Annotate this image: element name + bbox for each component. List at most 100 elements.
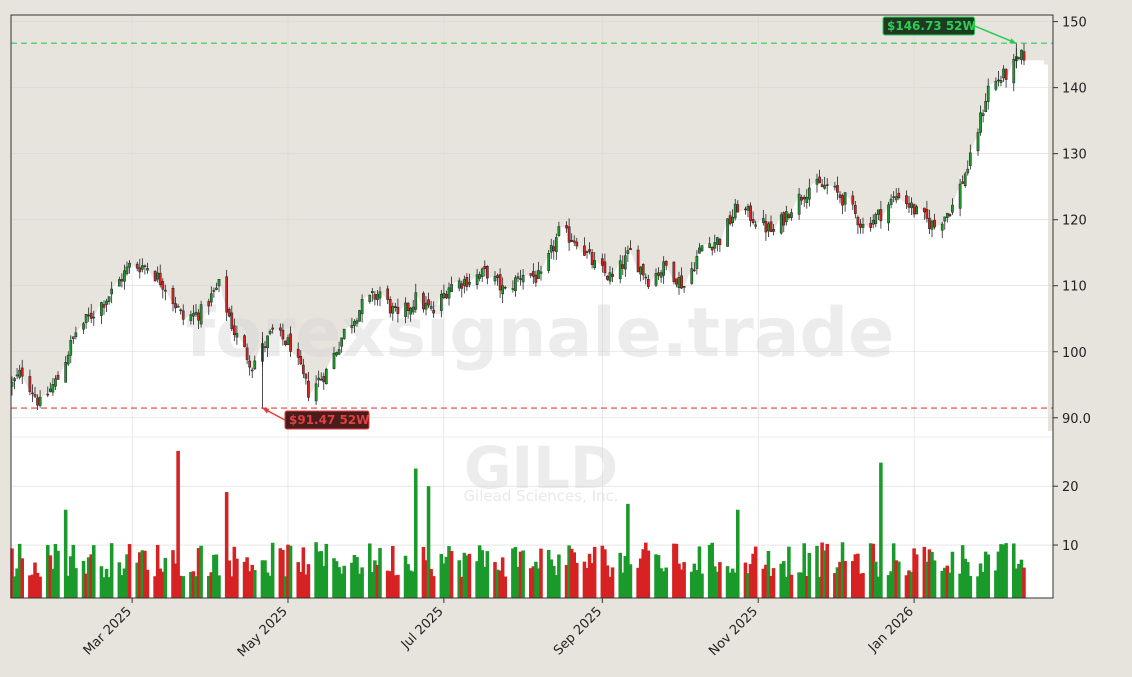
volume-bar (35, 572, 40, 598)
volume-bar (125, 554, 129, 598)
volume-bar (805, 576, 809, 598)
volume-bar (656, 555, 661, 598)
volume-bar (654, 554, 658, 598)
candle (621, 255, 625, 276)
candle (787, 212, 791, 220)
volume-bar (388, 571, 392, 598)
y-tick-label: 90.0 (1062, 412, 1091, 427)
candle (36, 394, 39, 410)
volume-bar (493, 562, 497, 598)
y-tick-label: 110 (1062, 280, 1087, 295)
watermarks: forexsignale.trade GILD Gilead Sciences,… (186, 294, 895, 505)
volume-bar (51, 568, 55, 598)
candle (404, 297, 407, 324)
volume-bar (194, 576, 198, 598)
volume-bar (695, 570, 699, 598)
candle (659, 269, 663, 283)
volume-bar (1022, 567, 1026, 598)
volume-bar (516, 566, 520, 598)
candle (1004, 67, 1008, 88)
volume-bar (718, 562, 722, 598)
volume-bar (907, 570, 911, 598)
candle (654, 268, 658, 287)
volume-bar (679, 569, 684, 598)
candle (537, 261, 540, 279)
candle (664, 260, 668, 271)
volume-bar (424, 560, 428, 598)
candle (468, 273, 471, 288)
candle (713, 234, 717, 253)
volume-bar (84, 573, 88, 598)
candle (519, 269, 522, 286)
candle (409, 306, 413, 322)
volume-bar (176, 450, 180, 598)
volume-bar (270, 542, 275, 598)
candle (319, 372, 323, 381)
candle (843, 192, 847, 212)
candle (905, 190, 908, 210)
candle (102, 300, 106, 315)
volume-bar (930, 551, 934, 598)
volume-bar (876, 576, 881, 598)
candle (892, 191, 896, 203)
volume-bar (444, 556, 449, 598)
candle (1020, 49, 1023, 65)
volume-bar (960, 545, 965, 598)
volume-bar (1017, 563, 1021, 598)
volume-bar (621, 572, 625, 598)
volume-bar (30, 574, 35, 598)
candle (772, 224, 775, 236)
candle (117, 276, 121, 287)
candle (639, 266, 643, 282)
volume-bar (89, 554, 93, 598)
watermark-company: Gilead Sciences, Inc. (463, 487, 618, 505)
volume-bar (102, 577, 106, 598)
volume-bar (316, 551, 321, 598)
candle (608, 265, 612, 285)
volume-bar (736, 509, 740, 598)
candle (641, 263, 645, 280)
volume-bar (467, 553, 472, 598)
volume-bar (495, 569, 500, 598)
volume-bar (963, 558, 967, 598)
volume-bar (145, 569, 150, 598)
volume-bar (536, 568, 541, 598)
volume-bar (582, 561, 587, 598)
volume-bar (260, 560, 265, 598)
volume-bar (439, 554, 444, 598)
candle (475, 268, 479, 290)
volume-bar (925, 561, 929, 598)
candle (199, 300, 203, 328)
volume-bar (38, 576, 42, 598)
candle (764, 214, 768, 241)
volume-bar (853, 554, 858, 598)
volume-bar (682, 562, 686, 598)
volume-bar (710, 542, 714, 598)
volume-bar (360, 567, 364, 598)
candle (28, 369, 32, 396)
candle (930, 219, 934, 238)
candle (71, 336, 75, 344)
volume-bar (986, 554, 990, 598)
volume-bar (212, 554, 216, 598)
candle (521, 268, 525, 290)
volume-bar (879, 462, 883, 598)
candle (393, 302, 397, 312)
volume-bar (600, 545, 605, 598)
candle (181, 304, 185, 326)
candle (31, 384, 34, 402)
candle (69, 335, 73, 364)
volume-bar (983, 551, 988, 598)
candle (215, 282, 218, 291)
volume-bar (357, 573, 362, 598)
candle (135, 261, 139, 272)
candle (110, 281, 114, 304)
volume-bar (569, 548, 574, 598)
candle (207, 298, 211, 315)
volume-bar (891, 543, 896, 598)
candle (749, 202, 752, 227)
volume-bar (771, 568, 776, 598)
volume-bar (337, 567, 341, 598)
volume-bar (143, 550, 147, 598)
